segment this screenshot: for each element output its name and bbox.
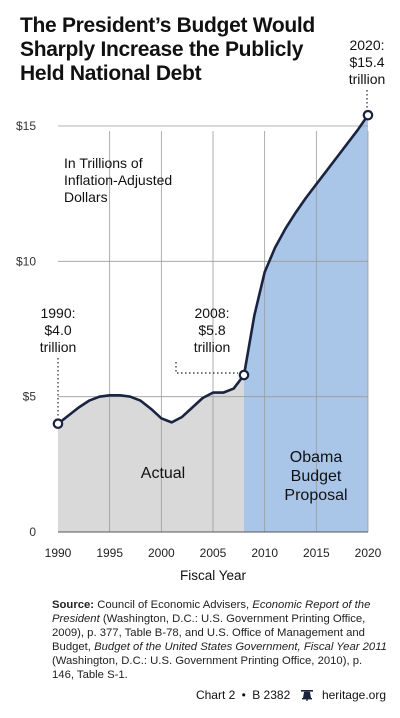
x-tick-label: 2020 bbox=[355, 546, 382, 560]
source-text-3: (Washington, D.C.: U.S. Government Print… bbox=[52, 655, 363, 681]
x-tick-label: 2005 bbox=[200, 546, 227, 560]
source-text-2: (Washington, D.C.: U.S. Government Print… bbox=[52, 613, 366, 653]
x-tick-label: 1990 bbox=[45, 546, 72, 560]
y-tick-label: 0 bbox=[29, 525, 36, 539]
proposal-label: Budget bbox=[291, 468, 342, 485]
footer: Chart 2 • B 2382 heritage.org bbox=[196, 688, 386, 704]
source-note: Source: Council of Economic Advisers, Ec… bbox=[52, 598, 387, 682]
annotation-2020: $15.4 bbox=[349, 54, 384, 70]
x-tick-label: 1995 bbox=[96, 546, 123, 560]
annotation-2008: $5.8 bbox=[198, 322, 225, 338]
annotation-1990: trillion bbox=[40, 339, 77, 355]
source-italic-1: Economic Report of the President bbox=[52, 599, 371, 625]
y-tick-label: $15 bbox=[16, 119, 36, 133]
data-point-marker bbox=[362, 109, 374, 121]
annotation-1990: 1990: bbox=[40, 305, 75, 321]
y-tick-label: $10 bbox=[16, 254, 36, 268]
debt-chart: 0 $5 $10 $15 1990 1995 2000 2005 2010 2015 2020 Fis… bbox=[16, 37, 386, 583]
report-id: B 2382 bbox=[252, 688, 291, 702]
units-note: In Trillions of Inflation-Adjusted Dollars bbox=[64, 155, 172, 205]
y-tick-label: $5 bbox=[23, 390, 37, 404]
chart-id: Chart 2 bbox=[195, 688, 236, 702]
liberty-bell-icon bbox=[300, 689, 314, 704]
data-point-marker bbox=[238, 369, 250, 381]
actual-label: Actual bbox=[141, 465, 185, 482]
annotation-2008: 2008: bbox=[194, 305, 229, 321]
annotation-2008: trillion bbox=[194, 339, 231, 355]
proposal-label: Proposal bbox=[284, 487, 347, 504]
source-label: Source: bbox=[52, 599, 95, 611]
page-title: The President’s Budget Would Sharply Inc… bbox=[20, 14, 315, 85]
x-tick-label: 2010 bbox=[251, 546, 278, 560]
data-point-marker bbox=[52, 418, 64, 430]
proposal-label: Obama bbox=[290, 449, 343, 466]
x-tick-label: 2015 bbox=[303, 546, 330, 560]
actual-area bbox=[58, 375, 244, 532]
source-italic-2: Budget of the United States Government, … bbox=[94, 641, 387, 653]
leader-2008 bbox=[175, 362, 238, 374]
x-tick-label: 2000 bbox=[148, 546, 175, 560]
source-text-1: Council of Economic Advisers, bbox=[94, 599, 253, 611]
annotation-2020: trillion bbox=[349, 71, 386, 87]
site-link[interactable]: heritage.org bbox=[321, 688, 386, 702]
footer-separator: • bbox=[241, 688, 246, 702]
x-axis-label: Fiscal Year bbox=[180, 568, 247, 583]
debt-line bbox=[57, 114, 370, 425]
annotation-2020: 2020: bbox=[349, 37, 384, 53]
annotation-1990: $4.0 bbox=[44, 322, 71, 338]
proposal-area bbox=[244, 115, 368, 532]
